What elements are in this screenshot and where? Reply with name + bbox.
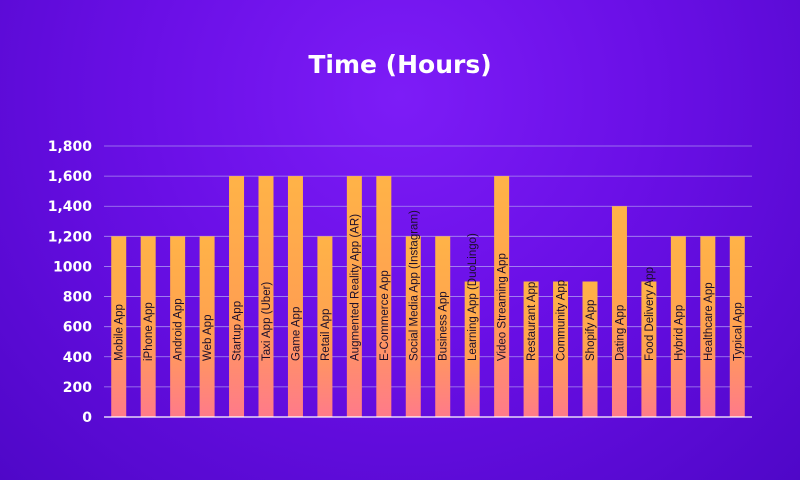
bar-label: Restaurant App	[526, 282, 538, 361]
bar	[700, 236, 716, 417]
bar	[376, 176, 392, 417]
bar-label: Typical App	[732, 302, 744, 361]
bar-label: Community App	[556, 280, 568, 361]
bars	[111, 176, 745, 417]
bar-label: Hybrid App	[673, 305, 685, 361]
bar	[317, 236, 333, 417]
bar-label: Learning App (DuoLingo)	[467, 233, 479, 361]
bar-label: Business App	[438, 291, 450, 361]
bar	[229, 176, 245, 417]
bar-label: Game App	[290, 307, 302, 361]
y-tick-label: 0	[82, 410, 92, 426]
bar	[670, 236, 686, 417]
bar	[287, 176, 303, 417]
bar-label: Android App	[173, 298, 185, 361]
y-axis-ticks: 0 200 400 600 800 1000 1,200 1,400 1,600 1,800	[48, 139, 93, 426]
bar-label: Video Streaming App	[497, 253, 509, 361]
bar	[140, 236, 156, 417]
bar-label: Augmented Reality App (AR)	[349, 214, 361, 361]
y-tick-label: 1,800	[48, 139, 93, 155]
bar-label: Shopify App	[585, 300, 597, 361]
y-tick-label: 1,200	[48, 229, 93, 245]
bar-label: Mobile App	[114, 304, 126, 361]
y-tick-label: 1,600	[48, 169, 93, 185]
bar	[346, 176, 362, 417]
bar-label: Social Media App (Instagram)	[408, 210, 420, 361]
bar	[582, 281, 598, 417]
bar	[553, 281, 569, 417]
bar	[170, 236, 186, 417]
bar-label: iPhone App	[143, 302, 155, 361]
y-tick-label: 200	[63, 380, 92, 396]
bar-label: Web App	[202, 315, 214, 361]
bar-label: E-Commerce App	[379, 270, 391, 361]
bar	[111, 236, 127, 417]
bar	[611, 206, 627, 417]
y-tick-label: 600	[63, 320, 92, 336]
bar	[435, 236, 451, 417]
bar-label: Healthcare App	[703, 282, 715, 361]
y-tick-label: 800	[63, 290, 92, 306]
bar-label: Retail App	[320, 309, 332, 361]
bar	[729, 236, 745, 417]
bar-label: Dating App	[614, 305, 626, 361]
y-tick-label: 1000	[53, 259, 92, 275]
bar	[199, 236, 215, 417]
y-tick-label: 400	[63, 350, 92, 366]
bar	[405, 236, 421, 417]
bar	[258, 176, 274, 417]
bar	[464, 281, 480, 417]
bar	[523, 281, 539, 417]
y-tick-label: 1,400	[48, 199, 93, 215]
bar	[494, 176, 510, 417]
bar-label: Food Delivery App	[644, 267, 656, 361]
chart-title: Time (Hours)	[308, 50, 492, 79]
bar-label: Taxi App (Uber)	[261, 282, 273, 361]
bar-labels: Mobile App iPhone App Android App Web App St…	[114, 210, 745, 361]
bar	[641, 281, 657, 417]
bar-label: Startup App	[232, 301, 244, 361]
